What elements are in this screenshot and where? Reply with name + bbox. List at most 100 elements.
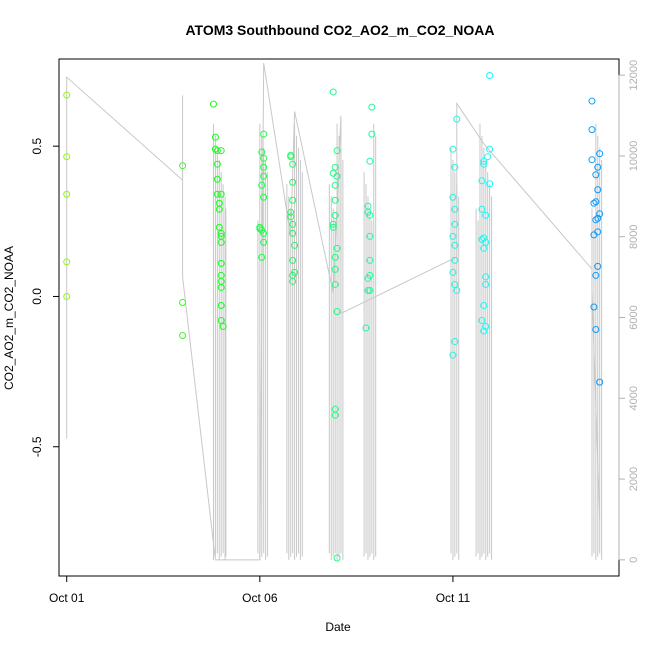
data-point [213, 147, 221, 155]
right-axis: 0 2000 4000 6000 8000 10000 12000 [618, 60, 640, 563]
data-point [484, 153, 492, 161]
data-point [333, 172, 341, 180]
data-point [213, 160, 221, 168]
data-point [592, 271, 600, 279]
right-axis-tick-label: 12000 [628, 60, 640, 91]
data-point [590, 303, 598, 311]
x-axis: Oct 01 Oct 06 Oct 11 [49, 576, 470, 605]
data-point [287, 213, 295, 221]
x-axis-label: Date [325, 620, 351, 634]
data-point [63, 190, 71, 198]
data-point [364, 274, 372, 282]
data-point [329, 223, 337, 231]
data-point [333, 244, 341, 252]
data-point [217, 229, 225, 237]
data-point [453, 286, 461, 294]
data-point [329, 220, 337, 228]
data-point [217, 259, 225, 267]
data-point [331, 211, 339, 219]
data-point [449, 193, 457, 201]
data-point [331, 181, 339, 189]
data-point [480, 244, 488, 252]
data-point [333, 307, 341, 315]
data-point [588, 156, 596, 164]
data-point [333, 147, 341, 155]
data-point [331, 411, 339, 419]
data-point [478, 317, 486, 325]
data-point [366, 256, 374, 264]
data-point [260, 193, 268, 201]
data-point [480, 327, 488, 335]
data-point [331, 280, 339, 288]
data-point [329, 88, 337, 96]
data-point [368, 103, 376, 111]
data-point [260, 130, 268, 138]
data-point [451, 280, 459, 288]
data-point [480, 160, 488, 168]
data-point [260, 154, 268, 162]
data-point [594, 186, 602, 194]
data-point [594, 163, 602, 171]
data-point [588, 126, 596, 134]
data-point [331, 163, 339, 171]
data-point [287, 153, 295, 161]
y-tick-label: 0.5 [30, 138, 44, 155]
data-point [592, 171, 600, 179]
data-point [63, 91, 71, 99]
right-axis-tick-label: 4000 [628, 386, 640, 410]
data-point [213, 175, 221, 183]
data-point [258, 148, 266, 156]
data-point [215, 205, 223, 213]
x-tick-label: Oct 11 [436, 591, 471, 605]
right-axis-tick-label: 8000 [628, 224, 640, 248]
data-point [333, 554, 341, 562]
data-point [478, 205, 486, 213]
data-point [480, 301, 488, 309]
right-axis-tick-label: 2000 [628, 467, 640, 491]
right-axis-tick-label: 0 [628, 557, 640, 563]
data-point [289, 256, 297, 264]
data-point [364, 286, 372, 294]
data-point [63, 292, 71, 300]
data-point [590, 231, 598, 239]
data-point [289, 178, 297, 186]
data-point [289, 277, 297, 285]
data-point [211, 133, 219, 141]
data-point [260, 229, 268, 237]
data-point [258, 253, 266, 261]
data-point [213, 190, 221, 198]
data-point [480, 157, 488, 165]
data-point [478, 177, 486, 185]
data-point [256, 225, 264, 233]
data-point [260, 163, 268, 171]
y-tick-label: -0.5 [30, 436, 44, 457]
data-point [596, 210, 604, 218]
data-point [217, 283, 225, 291]
data-point [63, 153, 71, 161]
data-point [451, 205, 459, 213]
chart-title: ATOM3 Southbound CO2_AO2_m_CO2_NOAA [185, 22, 494, 38]
right-axis-tick-label: 10000 [628, 141, 640, 172]
data-point [258, 181, 266, 189]
data-point [366, 157, 374, 165]
data-point [289, 229, 297, 237]
data-point [482, 238, 490, 246]
data-point [287, 208, 295, 216]
data-point [215, 223, 223, 231]
data-point [179, 332, 187, 340]
data-point [596, 150, 604, 158]
y-axis-label: CO2_AO2_m_CO2_NOAA [2, 246, 16, 390]
y-axis: -0.5 0.0 0.5 [30, 138, 59, 457]
data-point [219, 323, 227, 331]
altitude-transit-line [66, 62, 601, 561]
y-tick-label: 0.0 [30, 288, 44, 305]
data-point [596, 378, 604, 386]
data-point [179, 162, 187, 170]
data-point [588, 97, 596, 105]
data-point [482, 323, 490, 331]
data-point [482, 280, 490, 288]
data-point [260, 172, 268, 180]
data-point [260, 238, 268, 246]
data-point [217, 190, 225, 198]
